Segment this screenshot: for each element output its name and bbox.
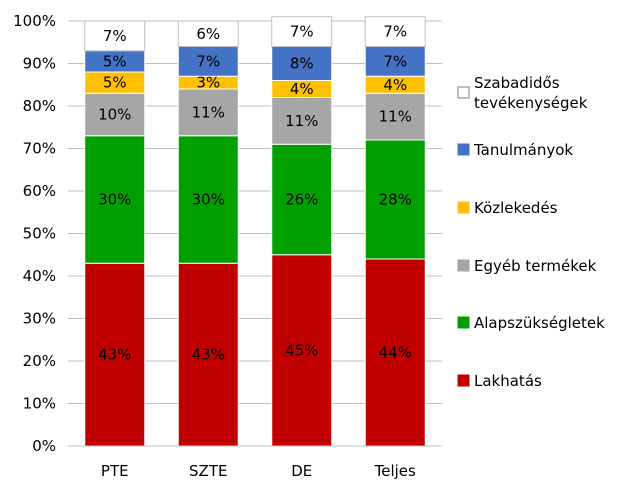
data-label: 11% xyxy=(285,112,318,130)
data-label: 30% xyxy=(98,191,131,209)
data-label: 7% xyxy=(383,23,407,41)
bar-segment xyxy=(364,16,426,47)
legend: Szabadidős tevékenységek Tanulmányok Közlek… xyxy=(457,74,605,390)
data-label: 7% xyxy=(196,52,220,70)
y-tick-label: 0% xyxy=(32,437,56,455)
y-tick-label: 70% xyxy=(23,140,56,158)
data-label: 7% xyxy=(290,23,314,41)
x-tick-label: PTE xyxy=(101,462,129,480)
bar-segment xyxy=(177,46,239,77)
data-label: 5% xyxy=(103,74,127,92)
data-label: 8% xyxy=(290,55,314,73)
y-tick-label: 20% xyxy=(23,352,56,370)
bar-segment xyxy=(271,46,333,81)
y-tick-label: 10% xyxy=(23,395,56,413)
x-tick-label: DE xyxy=(291,462,312,480)
data-label: 11% xyxy=(192,103,225,121)
data-label: 4% xyxy=(290,80,314,98)
y-tick-label: 50% xyxy=(23,225,56,243)
bar-segment xyxy=(271,143,333,256)
x-axis: PTE SZTE DE Teljes xyxy=(68,445,442,480)
data-label: 28% xyxy=(379,191,412,209)
x-tick-label: SZTE xyxy=(189,462,227,480)
data-label: 6% xyxy=(196,25,220,43)
bar-segment xyxy=(364,258,426,447)
bars: 43% 30% 10% 5% 5% 7% 43% 30% 11% 3% 7% 6% 45% 26% 11% 4… xyxy=(84,16,426,447)
legend-swatch xyxy=(457,316,470,329)
legend-label: Alapszükségletek xyxy=(474,314,605,332)
y-tick-label: 80% xyxy=(23,97,56,115)
data-label: 10% xyxy=(98,106,131,124)
legend-label: Lakhatás xyxy=(474,372,542,390)
bar-segment xyxy=(84,92,146,137)
legend-swatch xyxy=(457,201,470,214)
bar-segment xyxy=(271,254,333,447)
y-tick-label: 100% xyxy=(13,12,56,30)
data-label: 7% xyxy=(383,52,407,70)
data-label: 4% xyxy=(383,76,407,94)
bar-segment xyxy=(84,262,146,447)
data-label: 44% xyxy=(379,344,412,362)
x-tick-label: Teljes xyxy=(374,462,416,480)
bar-segment xyxy=(177,262,239,447)
bar-segment xyxy=(177,135,239,264)
data-label: 7% xyxy=(103,27,127,45)
bar-segment xyxy=(364,92,426,141)
y-tick-label: 90% xyxy=(23,55,56,73)
data-label: 30% xyxy=(192,191,225,209)
legend-swatch xyxy=(457,259,470,272)
y-axis: 0% 10% 20% 30% 40% 50% 60% 70% 80% 90% 100% xyxy=(13,12,56,455)
bar-segment xyxy=(84,20,146,52)
bar-segment xyxy=(271,97,333,145)
legend-swatch xyxy=(457,143,470,156)
bar-segment xyxy=(177,20,239,47)
data-label: 5% xyxy=(103,52,127,70)
legend-swatch xyxy=(457,86,470,99)
legend-label: Szabadidős tevékenységek xyxy=(474,74,588,112)
bar-segment xyxy=(84,135,146,264)
data-label: 11% xyxy=(379,108,412,126)
legend-label: Egyéb termékek xyxy=(474,257,597,275)
legend-label: Közlekedés xyxy=(474,199,558,217)
y-tick-label: 60% xyxy=(23,182,56,200)
bar-segment xyxy=(364,46,426,77)
data-label: 43% xyxy=(98,346,131,364)
y-tick-label: 30% xyxy=(23,310,56,328)
data-label: 26% xyxy=(285,191,318,209)
data-label: 43% xyxy=(192,346,225,364)
data-label: 45% xyxy=(285,341,318,359)
y-tick-label: 40% xyxy=(23,267,56,285)
data-label: 3% xyxy=(196,74,220,92)
bar-segment xyxy=(271,16,333,47)
legend-label: Tanulmányok xyxy=(473,141,573,159)
legend-swatch xyxy=(457,374,470,387)
